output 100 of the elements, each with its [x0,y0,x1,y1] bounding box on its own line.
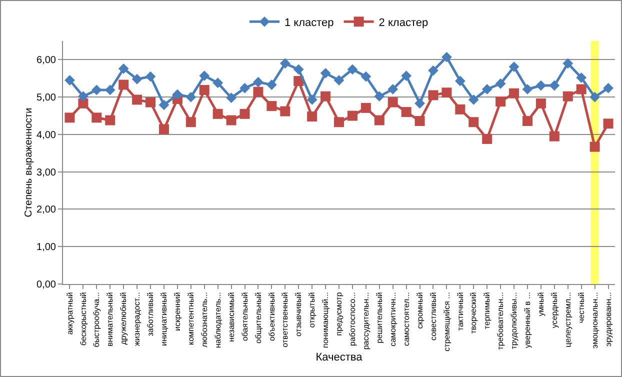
point [226,92,236,104]
point [320,91,331,102]
x-tick-label: открытый [308,292,317,328]
point [92,112,102,123]
point [603,82,614,94]
point [334,117,344,128]
point [78,91,88,102]
point [132,74,142,84]
x-tick-label: предусмотр [334,292,344,336]
x-tick-label: решительный [374,292,384,344]
point [482,134,492,144]
point [146,97,156,108]
x-tick-label: самокритичн... [388,292,398,346]
x-tick-label: усердный [550,292,560,328]
y-tick-label: 1,00 [36,242,56,254]
y-tick-label: 4,00 [36,130,56,141]
point [482,84,492,94]
x-tick-label: любознатель... [200,292,209,348]
point [118,63,129,74]
y-tick-label: 5,00 [36,92,56,104]
point [590,92,600,102]
x-tick-label: жизнерадост... [132,292,142,346]
point [280,58,290,69]
legend-label: 1 кластер [284,16,334,29]
point [536,98,546,108]
x-tick-label: целеустремл... [563,292,572,348]
point [374,91,385,102]
point [132,94,142,105]
point [78,98,88,108]
point [508,62,520,72]
point [306,94,318,105]
point [266,101,277,112]
point [360,102,371,113]
point [253,86,264,97]
point [347,64,358,75]
x-tick-label: самостоятел... [402,292,411,346]
x-tick-label: наблюдатель... [213,292,222,348]
x-tick-label: обаятельный [240,292,250,342]
x-tick-label: аккуратный [65,292,74,335]
point [105,115,116,126]
x-tick-label: эмоциональн... [590,292,600,349]
point [455,104,466,114]
x-tick-label: работоспосо... [348,292,358,346]
x-tick-label: скромный [415,292,424,329]
point [576,72,587,83]
point [104,84,116,96]
point [158,100,170,110]
point [442,52,452,62]
point [266,80,277,90]
x-tick-label: требовательн... [496,292,506,350]
point [212,78,224,88]
x-tick-label: быстрообуча... [92,292,102,348]
point [334,75,344,86]
x-tick-label: независимый [226,292,236,342]
x-tick-label: дружелюбный [119,292,128,345]
point [172,89,183,100]
x-tick-label: общительный [254,292,263,344]
point [590,142,600,152]
point [307,112,318,122]
point [64,112,75,123]
x-tick-label: творческий [469,292,478,334]
x-tick-label: искренний [173,292,182,331]
point [414,98,425,109]
point [495,78,506,89]
x-tick-label: внимательный [106,292,115,346]
x-tick-label: понимающий... [321,292,330,348]
point [64,75,75,86]
point [226,115,236,126]
legend-label: 2 кластер [378,16,428,29]
point [186,92,196,102]
y-tick-label: 6,00 [36,55,56,66]
point [240,82,250,94]
point [442,88,452,98]
point [388,97,398,108]
point [603,118,614,129]
point [401,70,412,81]
point [414,116,425,126]
point [212,108,223,119]
y-tick-label: 2,00 [36,204,56,216]
point [91,84,102,96]
x-tick-label: трудолюбивы... [510,292,519,350]
x-tick-label: отзывчивый [294,292,304,337]
x-tick-label: инициативный [160,292,169,346]
point [240,108,250,119]
x-tick-label: тактичный [456,292,465,331]
point [522,116,532,126]
point [562,58,574,69]
point [293,64,304,75]
point [199,84,210,95]
point [280,106,290,116]
x-tick-label: стремящийся ... [442,292,452,352]
point [509,88,520,98]
point [576,84,586,94]
point [468,94,479,105]
point [253,76,264,88]
x-tick-label: эрудированн... [604,292,613,347]
y-tick-label: 3,00 [36,167,56,178]
x-tick-label: рассудительн... [362,292,371,350]
point [186,117,196,128]
x-tick-label: честный [576,292,586,324]
